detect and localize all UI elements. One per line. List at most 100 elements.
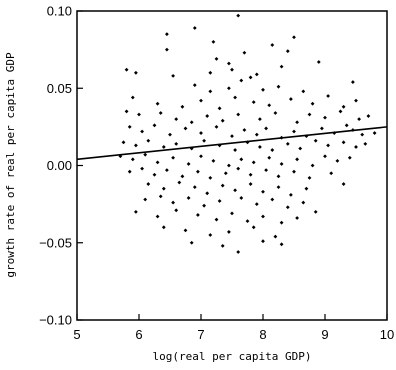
data-point (192, 83, 197, 88)
data-point (174, 117, 179, 122)
data-point (313, 138, 318, 143)
data-point (230, 67, 234, 72)
data-point (276, 174, 281, 179)
data-point (245, 140, 250, 145)
data-point (227, 163, 231, 168)
data-point (205, 191, 210, 196)
data-point (258, 145, 262, 149)
data-point (155, 214, 160, 219)
data-point (134, 143, 138, 148)
data-point (326, 143, 330, 148)
data-point (248, 182, 253, 186)
data-point (295, 120, 299, 125)
y-tick-label: 0.10 (47, 4, 72, 19)
data-point (152, 172, 157, 177)
data-point (279, 220, 284, 225)
data-point (254, 202, 259, 207)
y-tick-label: 0.00 (47, 158, 72, 173)
data-point (307, 175, 312, 180)
data-point (227, 61, 231, 66)
data-point (134, 209, 138, 214)
data-point (264, 126, 268, 131)
data-point (140, 166, 144, 171)
data-point (323, 115, 327, 120)
plot-frame (76, 10, 388, 321)
data-point (233, 188, 237, 193)
data-point (236, 13, 241, 18)
data-point (233, 148, 237, 152)
data-point (270, 43, 275, 47)
data-point (304, 186, 309, 191)
data-point (261, 239, 265, 244)
data-point (155, 101, 160, 106)
data-point (338, 109, 343, 114)
data-point (161, 225, 166, 230)
data-point (239, 196, 244, 200)
data-point (267, 155, 272, 160)
data-point (245, 219, 250, 224)
data-point (189, 120, 194, 125)
data-point (158, 194, 163, 199)
x-axis-label: log(real per capita GDP) (153, 350, 312, 363)
data-point (248, 75, 253, 80)
data-point (155, 160, 160, 165)
data-point (310, 101, 315, 106)
data-point (143, 152, 148, 157)
data-point (248, 172, 253, 177)
y-tick-label: −0.10 (39, 313, 72, 328)
y-tick-label: 0.05 (47, 81, 72, 96)
data-point (292, 169, 296, 174)
data-point (192, 185, 197, 190)
data-point (158, 111, 163, 115)
x-tick-label: 6 (135, 327, 142, 342)
data-point (208, 70, 213, 75)
data-point (242, 128, 247, 132)
y-tick-label: −0.05 (39, 235, 72, 250)
data-point (146, 182, 151, 186)
data-point (270, 148, 275, 152)
data-point (165, 32, 169, 37)
data-point (130, 157, 135, 162)
data-point (208, 89, 213, 94)
data-point (270, 197, 275, 202)
data-point (180, 174, 185, 179)
data-point (363, 141, 368, 146)
data-point (220, 118, 225, 123)
data-point (276, 84, 281, 89)
data-point (332, 131, 337, 135)
data-point (261, 214, 265, 219)
data-point (298, 146, 303, 151)
data-point (254, 72, 259, 77)
data-point (239, 157, 244, 162)
data-point (279, 64, 284, 69)
data-point (351, 128, 355, 132)
data-point (372, 131, 377, 135)
data-point (289, 97, 293, 101)
data-point (323, 154, 327, 159)
data-point (130, 95, 135, 100)
data-point (313, 209, 318, 214)
y-axis-label: growth rate of real per capita GDP (4, 52, 17, 278)
data-point (310, 163, 315, 168)
x-tick-label: 7 (197, 327, 204, 342)
data-point (196, 213, 200, 217)
data-point (292, 35, 296, 40)
data-point (264, 168, 268, 173)
data-point (152, 123, 157, 128)
data-point (189, 240, 194, 245)
data-point (161, 186, 166, 191)
data-point (217, 199, 222, 203)
data-point (344, 123, 349, 128)
data-point (354, 98, 358, 103)
data-point (217, 106, 222, 111)
data-point (186, 196, 191, 200)
x-tick-label: 10 (380, 327, 394, 342)
data-point (208, 175, 213, 180)
x-tick-label: 8 (259, 327, 266, 342)
data-point (335, 158, 340, 163)
data-point (161, 145, 166, 149)
data-point (341, 104, 346, 109)
data-point (171, 155, 175, 160)
data-point (341, 182, 346, 186)
